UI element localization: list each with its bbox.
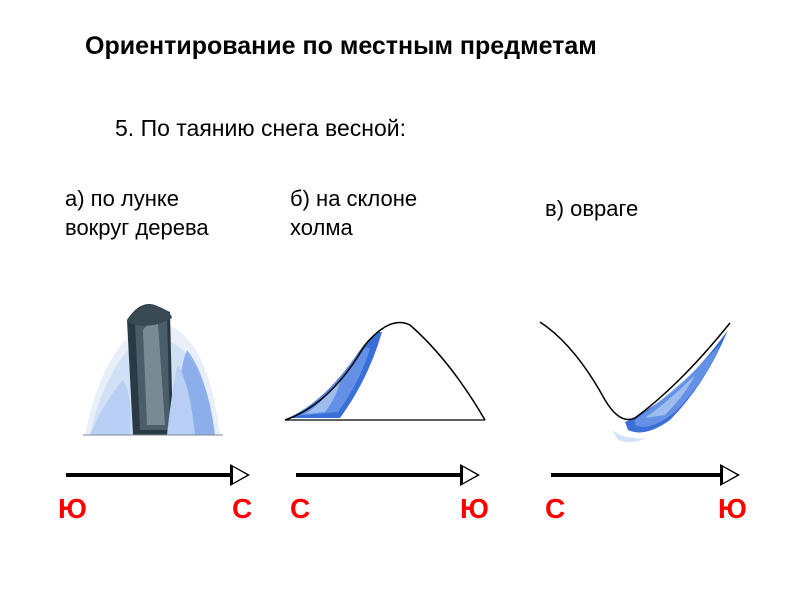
diagram-b [270, 290, 500, 450]
arrow-line [66, 473, 232, 477]
dir-b-left: С [290, 493, 310, 525]
caption-b: б) на склоне холма [290, 185, 470, 242]
page-title: Ориентирование по местным предметам [85, 32, 597, 61]
arrow-a [60, 460, 250, 490]
caption-c: в) овраге [545, 195, 638, 224]
caption-a: а) по лунке вокруг дерева [65, 185, 245, 242]
dir-a-left: Ю [58, 493, 87, 525]
arrow-line [296, 473, 462, 477]
arrow-line [551, 473, 722, 477]
dir-a-right: С [232, 493, 252, 525]
arrow-head-inner [463, 467, 477, 483]
arrow-c [545, 460, 740, 490]
dir-b-right: Ю [460, 493, 489, 525]
arrow-head-inner [233, 467, 247, 483]
diagram-a [55, 280, 250, 450]
diagram-c [530, 290, 750, 450]
section-subtitle: 5. По таянию снега весной: [115, 115, 406, 142]
dir-c-right: Ю [718, 493, 747, 525]
arrow-head-inner [723, 467, 737, 483]
dir-c-left: С [545, 493, 565, 525]
arrow-b [290, 460, 480, 490]
